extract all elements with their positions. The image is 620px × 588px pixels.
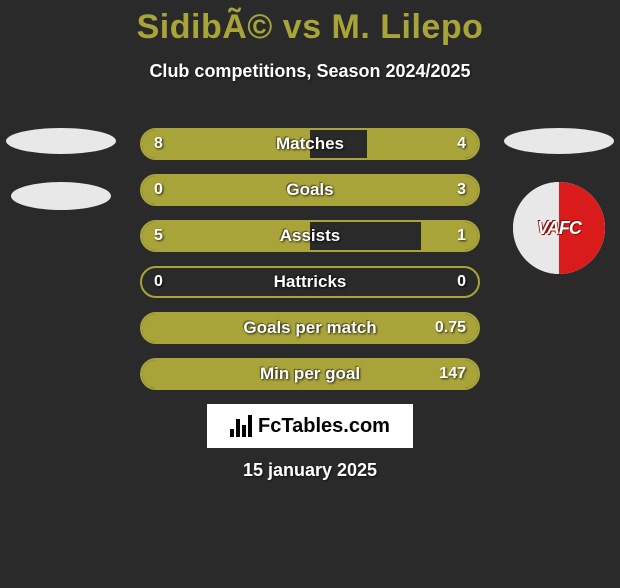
stat-fill-left	[142, 130, 310, 158]
player-right-avatar-placeholder	[504, 128, 614, 154]
footer-date: 15 january 2025	[0, 460, 620, 481]
bars-icon	[230, 415, 252, 437]
stat-fill-right	[367, 130, 478, 158]
club-badge-text: VAFC	[513, 218, 605, 239]
stat-label: Hattricks	[142, 268, 478, 296]
stat-fill-right	[421, 222, 478, 250]
stat-row: 0 0Hattricks	[140, 266, 480, 298]
stat-value-left: 0	[154, 268, 163, 296]
player-left-avatar-col	[6, 128, 116, 210]
stat-value-right: 0	[457, 268, 466, 296]
club-right-badge: VAFC	[513, 182, 605, 274]
player-right-avatar-col: VAFC	[504, 128, 614, 274]
stats-bars: 84Matches 03Goals 51Assists 0 0Hattricks 0.75…	[140, 128, 480, 390]
club-left-badge-placeholder	[11, 182, 111, 210]
stat-row: 84Matches	[140, 128, 480, 160]
stat-fill-right	[142, 314, 478, 342]
page-subtitle: Club competitions, Season 2024/2025	[0, 61, 620, 82]
stat-fill-left	[142, 222, 310, 250]
footer-brand-badge: FcTables.com	[207, 404, 413, 448]
stat-row: 147Min per goal	[140, 358, 480, 390]
player-left-avatar-placeholder	[6, 128, 116, 154]
page-title: SidibÃ© vs M. Lilepo	[0, 8, 620, 47]
stat-fill-right	[142, 360, 478, 388]
stat-row: 0.75Goals per match	[140, 312, 480, 344]
footer-brand-text: FcTables.com	[258, 415, 390, 438]
stat-row: 51Assists	[140, 220, 480, 252]
stat-fill-right	[142, 176, 478, 204]
stat-row: 03Goals	[140, 174, 480, 206]
